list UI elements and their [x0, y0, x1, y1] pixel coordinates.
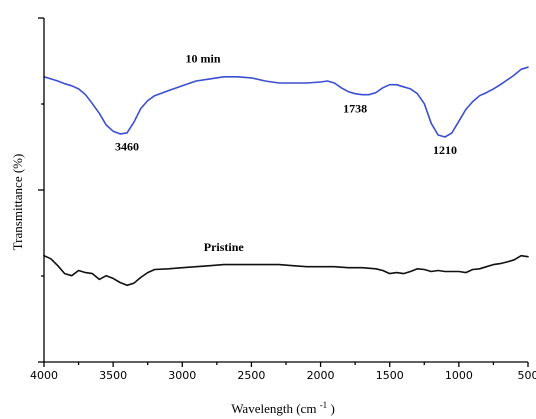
series-line-pristine [43, 254, 529, 287]
x-axis-title-main: Wavelength (cm [231, 401, 316, 416]
series-layer [43, 66, 529, 287]
x-axis-title-sup: -1 [320, 400, 328, 410]
x-tick-label: 3500 [99, 369, 127, 382]
x-tick-label: 3000 [168, 369, 196, 382]
x-axis-title: Wavelength (cm -1 ) [231, 396, 335, 416]
annotation-pristine: Pristine [204, 240, 245, 254]
annotation-10-min: 10 min [186, 52, 221, 66]
x-tick-label: 2000 [307, 369, 335, 382]
annotation-1210: 1210 [433, 143, 457, 157]
x-tick-label: 1500 [376, 369, 404, 382]
y-axis-title: Transmittance (%) [10, 154, 25, 251]
x-tick-label: 4000 [30, 369, 58, 382]
annotation-1738: 1738 [343, 101, 367, 115]
annotation-3460: 3460 [115, 139, 139, 153]
axis-layer: 4000 3500 3000 2500 2000 1500 1000 500 [30, 17, 536, 382]
x-axis-title-close: ) [330, 401, 334, 416]
series-line-10-min [43, 66, 529, 138]
x-tick-label: 500 [518, 369, 536, 382]
x-tick-label: 2500 [237, 369, 265, 382]
annotation-layer: 10 min Pristine 3460 1738 1210 [115, 52, 457, 255]
x-tick-label: 1000 [445, 369, 473, 382]
